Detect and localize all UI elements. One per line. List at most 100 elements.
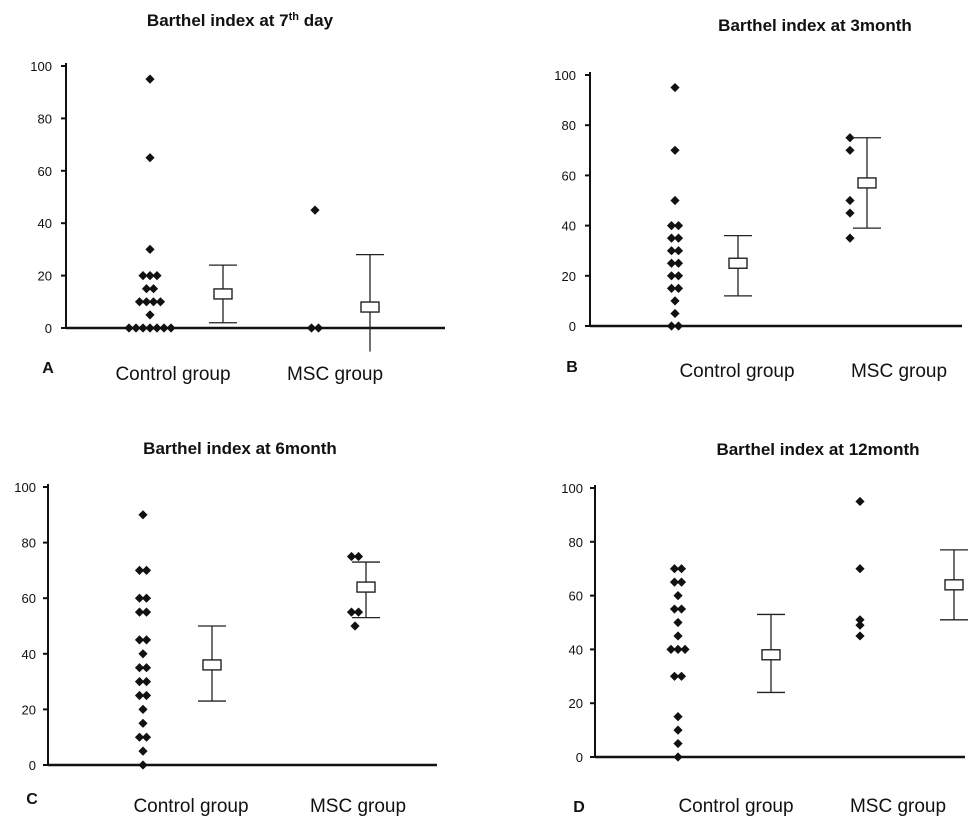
y-tick-label: 20 — [562, 269, 576, 284]
data-point — [855, 620, 865, 630]
data-point — [676, 604, 687, 614]
mean-box — [360, 301, 380, 313]
y-tick-label: 100 — [561, 481, 583, 496]
data-point — [155, 297, 166, 307]
y-tick-label: 40 — [22, 647, 36, 662]
y-tick-label: 60 — [22, 591, 36, 606]
data-point — [666, 644, 676, 654]
category-label: MSC group — [310, 796, 406, 817]
data-point — [152, 323, 162, 333]
data-point — [673, 233, 684, 243]
data-point — [673, 221, 684, 231]
data-point — [313, 323, 324, 333]
data-point — [666, 283, 677, 293]
data-point — [673, 246, 684, 256]
data-point — [166, 323, 176, 333]
data-point — [855, 615, 865, 625]
y-tick-label: 100 — [14, 480, 36, 495]
data-point — [134, 593, 145, 603]
data-point — [138, 649, 148, 659]
data-point — [134, 663, 145, 673]
data-point — [152, 271, 162, 281]
data-point — [306, 323, 317, 333]
data-point — [845, 133, 855, 143]
data-point — [670, 296, 680, 306]
data-point — [134, 732, 145, 742]
data-point — [670, 145, 680, 155]
data-point — [131, 323, 141, 333]
data-point — [134, 677, 145, 687]
data-point — [138, 760, 148, 770]
y-tick-label: 20 — [38, 269, 52, 284]
panel-letter: B — [566, 359, 578, 376]
data-point — [134, 297, 145, 307]
chart-title: Barthel index at 7th day — [147, 11, 334, 30]
data-point — [669, 577, 680, 587]
data-point — [673, 617, 683, 628]
data-point — [141, 677, 152, 687]
data-point — [673, 258, 684, 268]
data-point — [145, 323, 155, 333]
data-point — [145, 74, 155, 84]
data-point — [138, 718, 148, 728]
y-tick-label: 100 — [554, 68, 576, 83]
data-point — [676, 564, 687, 574]
data-point — [673, 271, 684, 281]
data-point — [145, 271, 155, 281]
y-tick-label: 60 — [569, 589, 583, 604]
data-point — [666, 321, 677, 331]
data-point — [141, 690, 152, 701]
y-tick-label: 80 — [22, 536, 36, 551]
chart-panel-c: Barthel index at 6month 0 20 40 60 80 100 Contr… — [14, 439, 437, 817]
data-point — [676, 671, 687, 681]
data-point — [673, 752, 683, 762]
data-point — [134, 635, 145, 645]
data-point — [145, 244, 155, 254]
category-label: MSC group — [851, 361, 947, 382]
y-tick-label: 40 — [38, 216, 52, 231]
data-point — [353, 607, 364, 617]
data-point — [310, 205, 320, 215]
data-point — [855, 564, 865, 574]
mean-box — [356, 581, 376, 593]
data-point — [673, 591, 683, 601]
y-tick-label: 0 — [29, 758, 36, 773]
data-point — [148, 297, 159, 307]
data-point — [673, 644, 683, 654]
mean-box — [761, 649, 781, 661]
data-point — [346, 607, 357, 617]
data-point — [138, 510, 148, 520]
category-label: MSC group — [287, 364, 383, 385]
data-point — [141, 593, 152, 603]
data-point — [669, 604, 680, 614]
panel-letter: A — [42, 360, 54, 377]
y-tick-label: 80 — [562, 118, 576, 133]
data-point — [855, 496, 865, 507]
data-point — [350, 621, 360, 631]
data-point — [353, 551, 364, 562]
data-point — [670, 82, 680, 93]
y-tick-label: 40 — [569, 642, 583, 657]
y-tick-label: 20 — [569, 696, 583, 711]
mean-box — [944, 579, 964, 591]
y-tick-label: 80 — [569, 535, 583, 550]
data-point — [141, 297, 152, 307]
category-label: Control group — [678, 796, 793, 817]
data-point — [134, 565, 145, 575]
data-point — [666, 233, 677, 243]
data-point — [673, 283, 684, 293]
y-tick-label: 0 — [576, 750, 583, 765]
data-point — [141, 732, 152, 742]
data-point — [138, 704, 148, 714]
category-label: MSC group — [850, 796, 946, 817]
y-tick-label: 60 — [562, 168, 576, 183]
y-tick-label: 0 — [569, 319, 576, 334]
category-label: Control group — [133, 796, 248, 817]
category-label: Control group — [115, 364, 230, 385]
y-tick-label: 60 — [38, 164, 52, 179]
data-point — [138, 323, 148, 333]
data-point — [845, 195, 855, 206]
data-point — [145, 153, 155, 163]
data-point — [666, 246, 677, 256]
y-tick-label: 80 — [38, 111, 52, 126]
